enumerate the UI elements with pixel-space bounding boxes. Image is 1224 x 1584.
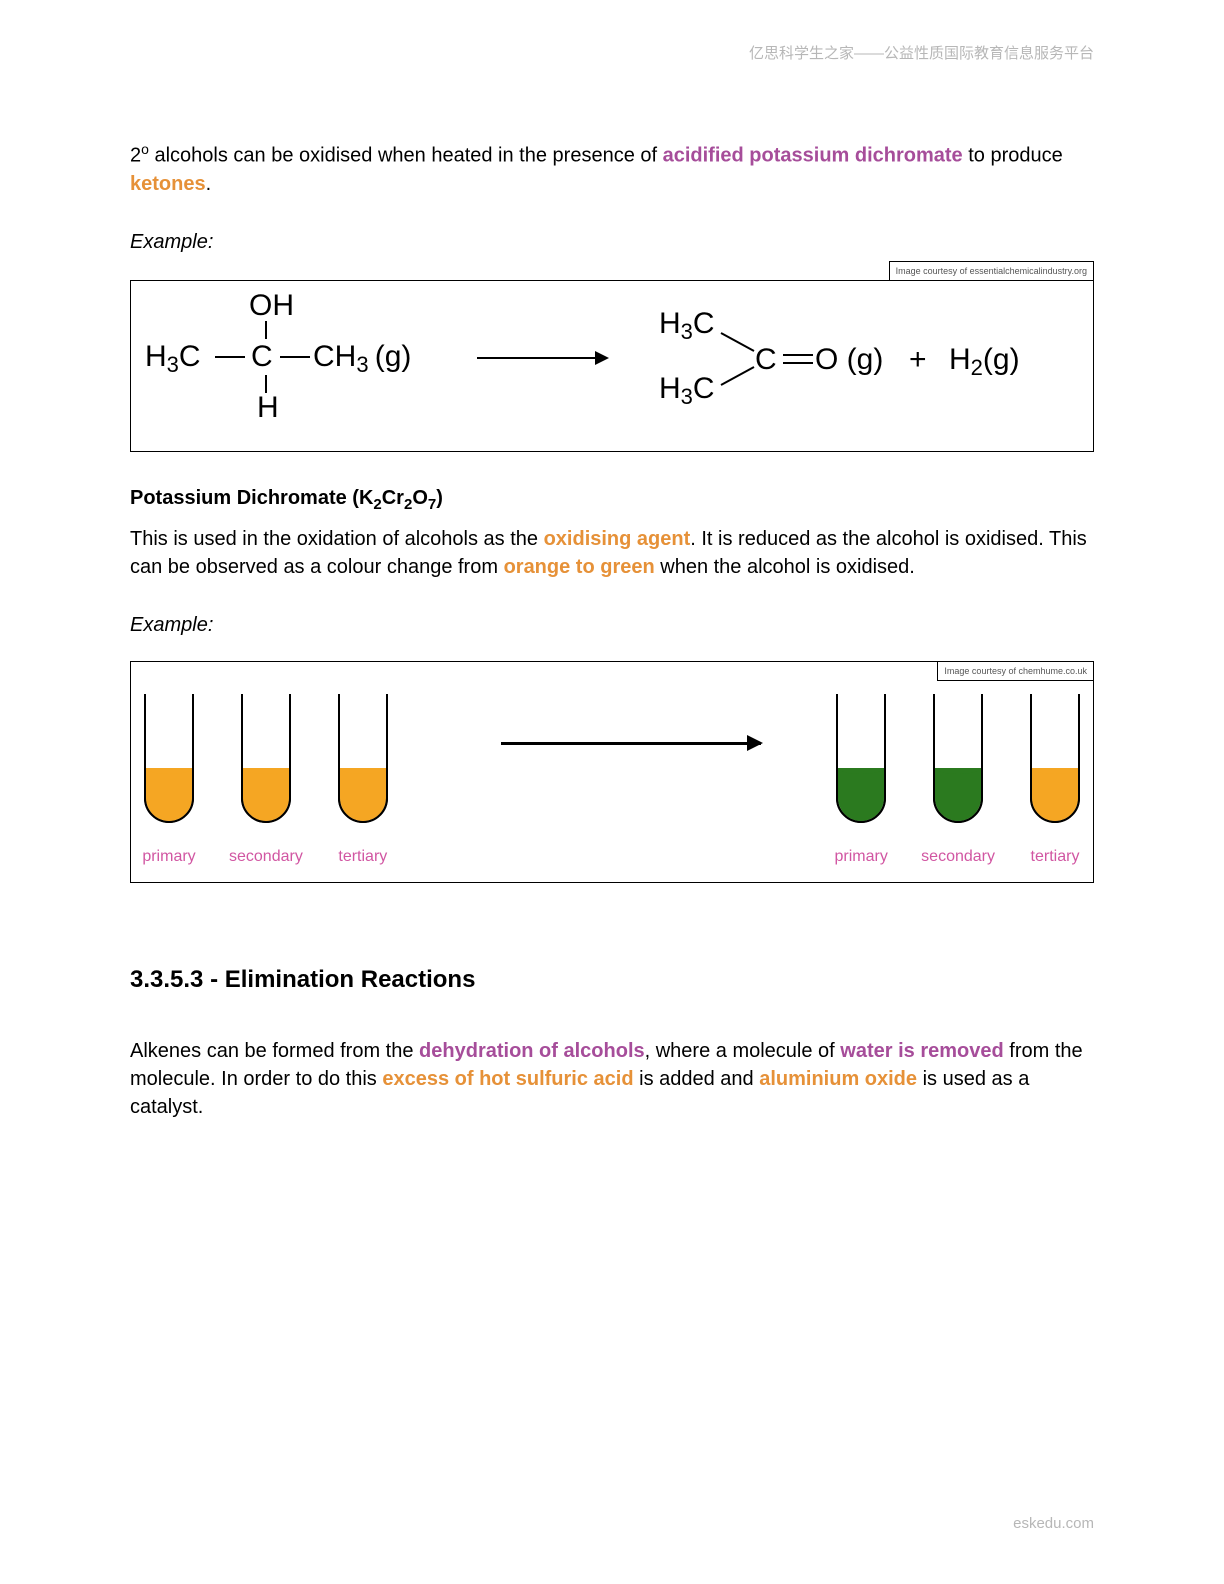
tube-item: secondary xyxy=(229,692,303,868)
product-structure: H3C H3C C O (g) + H2(g) xyxy=(659,293,1079,423)
hl-water-removed: water is removed xyxy=(840,1040,1003,1062)
reaction-diagram: Image courtesy of essentialchemicalindus… xyxy=(130,280,1094,452)
section-title: 3.3.5.3 - Elimination Reactions xyxy=(130,963,1094,997)
dichromate-s3: 7 xyxy=(428,496,436,513)
tube-label: tertiary xyxy=(1027,846,1083,868)
svg-text:H3C: H3C xyxy=(145,340,201,377)
intro-text1: alcohols can be oxidised when heated in … xyxy=(149,145,663,167)
intro-text3: . xyxy=(206,173,212,195)
dichromate-k: Potassium Dichromate (K xyxy=(130,487,373,509)
tube-item: primary xyxy=(833,692,889,868)
dichromate-paragraph: This is used in the oxidation of alcohol… xyxy=(130,525,1094,581)
tube-item: tertiary xyxy=(1027,692,1083,868)
intro-text2: to produce xyxy=(963,145,1063,167)
sec-t2: , where a molecule of xyxy=(645,1040,841,1062)
hl-dehydration: dehydration of alcohols xyxy=(419,1040,645,1062)
elimination-paragraph: Alkenes can be formed from the dehydrati… xyxy=(130,1037,1094,1121)
svg-text:OH: OH xyxy=(249,293,294,322)
dichromate-heading: Potassium Dichromate (K2Cr2O7) xyxy=(130,484,1094,515)
tube-item: tertiary xyxy=(335,692,391,868)
dichromate-o: O xyxy=(412,487,428,509)
reaction-credit: Image courtesy of essentialchemicalindus… xyxy=(889,261,1094,282)
tube-label: tertiary xyxy=(335,846,391,868)
svg-text:C: C xyxy=(755,343,777,376)
tube-item: primary xyxy=(141,692,197,868)
sec-t1: Alkenes can be formed from the xyxy=(130,1040,419,1062)
sec-t4: is added and xyxy=(634,1068,760,1090)
tubes-credit: Image courtesy of chemhume.co.uk xyxy=(937,661,1094,682)
svg-text:H: H xyxy=(257,391,279,423)
tubes-arrow xyxy=(501,742,761,745)
hl-orange-to-green: orange to green xyxy=(504,556,655,578)
main-content: 2o alcohols can be oxidised when heated … xyxy=(130,140,1094,1121)
hl-acidified-dichromate: acidified potassium dichromate xyxy=(663,145,963,167)
svg-text:C: C xyxy=(251,340,273,373)
svg-text:H2(g): H2(g) xyxy=(949,343,1020,380)
dich-t3: when the alcohol is oxidised. xyxy=(655,556,915,578)
svg-text:O (g): O (g) xyxy=(815,343,883,376)
intro-sup: o xyxy=(141,141,149,157)
tube-label: primary xyxy=(833,846,889,868)
dichromate-close: ) xyxy=(436,487,443,509)
page-header: 亿思科学生之家——公益性质国际教育信息服务平台 xyxy=(749,42,1094,63)
tube-label: primary xyxy=(141,846,197,868)
hl-aluminium-oxide: aluminium oxide xyxy=(759,1068,917,1090)
svg-text:CH3 (g): CH3 (g) xyxy=(313,340,411,377)
dich-t1: This is used in the oxidation of alcohol… xyxy=(130,528,544,550)
tubes-diagram: Image courtesy of chemhume.co.uk primary… xyxy=(130,661,1094,883)
hl-ketones: ketones xyxy=(130,173,206,195)
intro-text: 2 xyxy=(130,145,141,167)
svg-text:+: + xyxy=(909,343,927,376)
page-footer: eskedu.com xyxy=(1013,1515,1094,1532)
hl-oxidising-agent: oxidising agent xyxy=(544,528,691,550)
tube-item: secondary xyxy=(921,692,995,868)
dichromate-s1: 2 xyxy=(373,496,381,513)
tube-label: secondary xyxy=(229,846,303,868)
intro-paragraph: 2o alcohols can be oxidised when heated … xyxy=(130,140,1094,198)
dichromate-cr: Cr xyxy=(382,487,404,509)
example-label-2: Example: xyxy=(130,611,1094,639)
svg-text:H3C: H3C xyxy=(659,307,715,344)
tube-label: secondary xyxy=(921,846,995,868)
svg-text:H3C: H3C xyxy=(659,372,715,409)
tube-group-right: primary secondary tertiary xyxy=(833,692,1083,868)
tube-group-left: primary secondary tertiary xyxy=(141,692,391,868)
reactant-structure: OH H3C C CH3 (g) H xyxy=(145,293,425,423)
hl-sulfuric-acid: excess of hot sulfuric acid xyxy=(382,1068,633,1090)
example-label-1: Example: xyxy=(130,228,1094,256)
reaction-arrow xyxy=(477,357,607,359)
